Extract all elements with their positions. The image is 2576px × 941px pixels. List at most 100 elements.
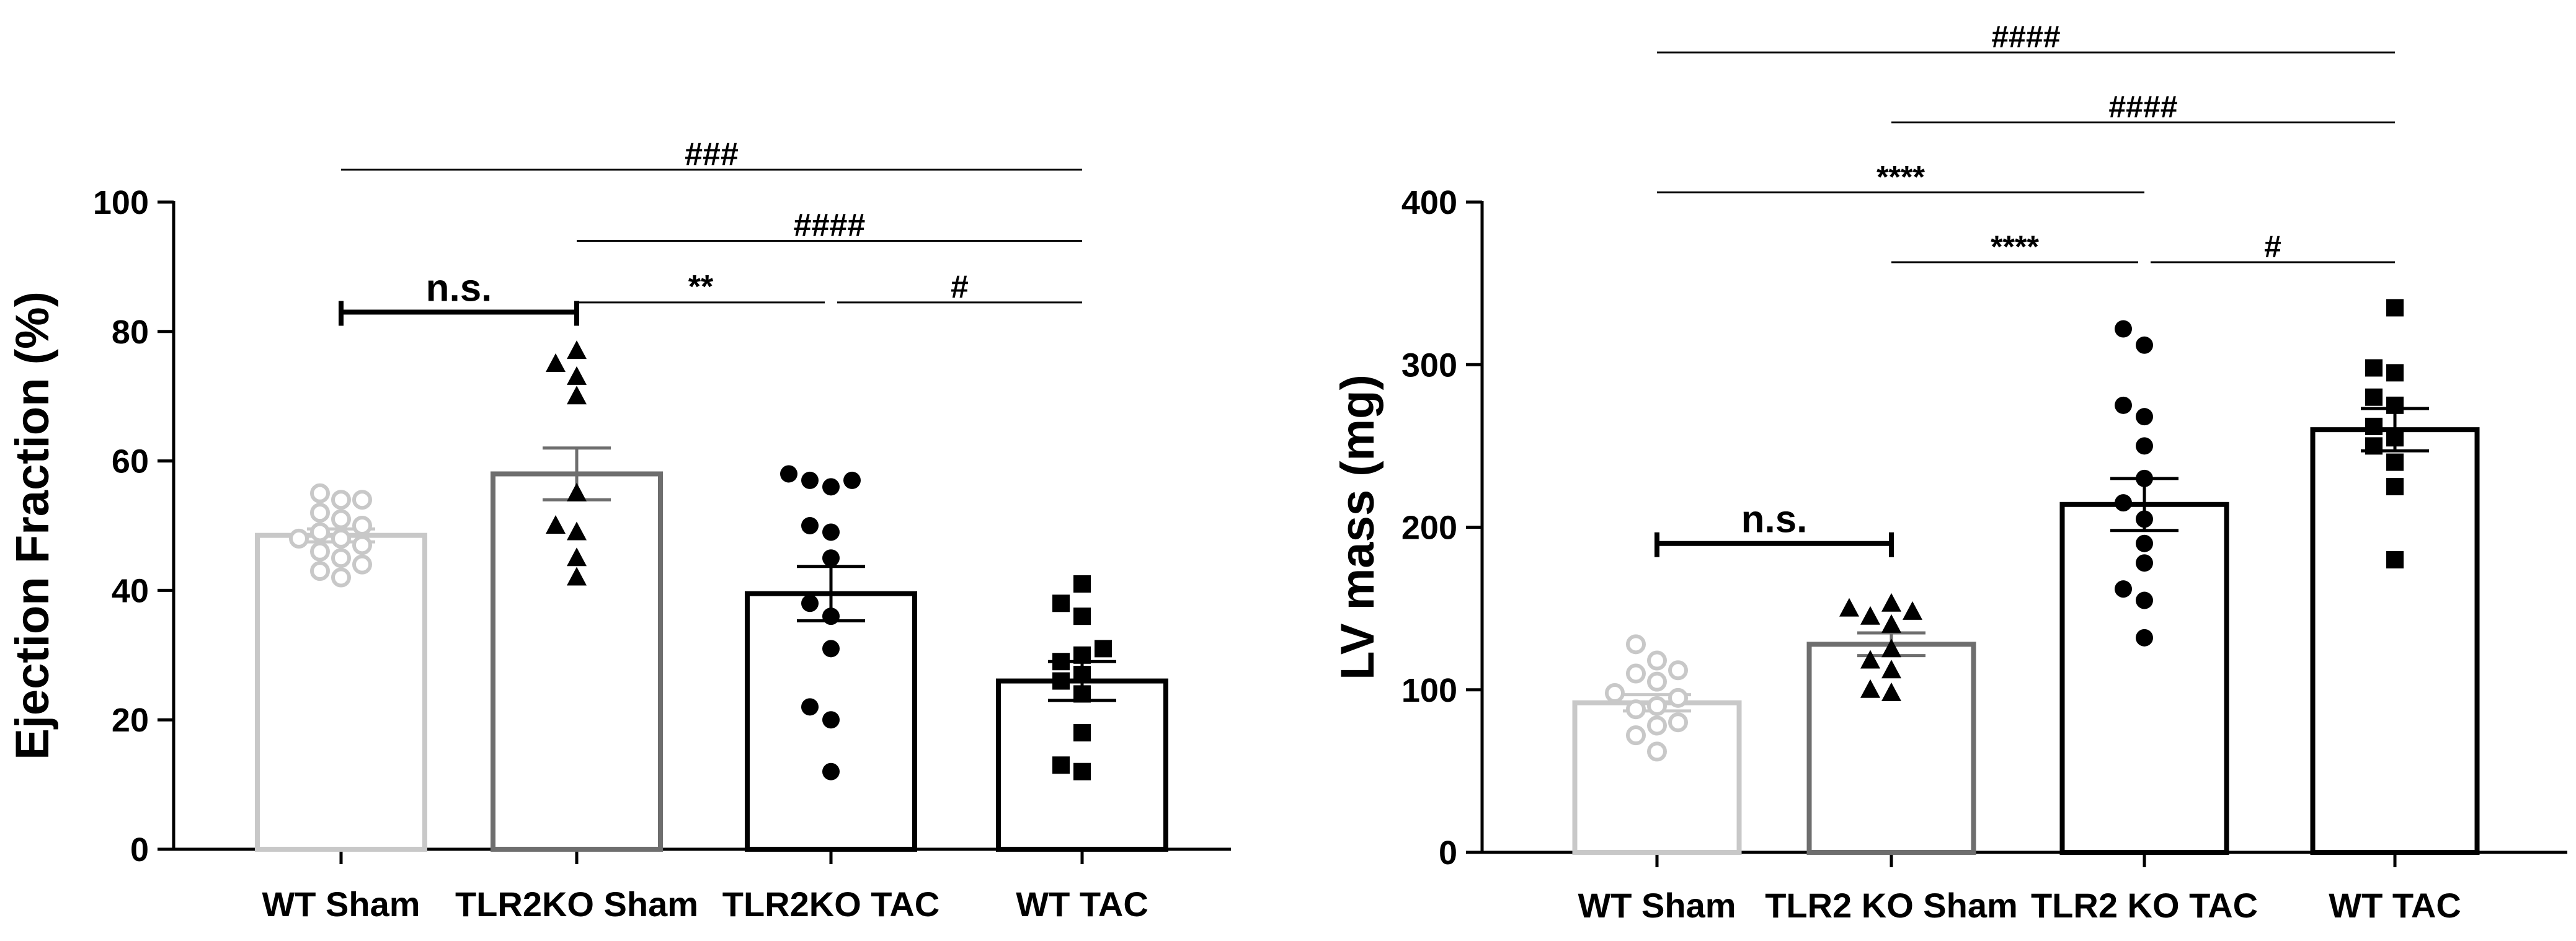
- data-point: [801, 698, 819, 716]
- data-point: [1881, 638, 1901, 658]
- y-tick-label: 400: [1401, 184, 1457, 221]
- data-point: [546, 515, 566, 534]
- data-point: [1881, 660, 1901, 679]
- data-point: [1881, 682, 1901, 701]
- data-point: [1073, 685, 1091, 703]
- y-axis-title: LV mass (mg): [1331, 374, 1384, 680]
- data-point: [1095, 640, 1112, 658]
- category-label: TLR2 KO TAC: [2031, 886, 2258, 925]
- data-point: [567, 366, 587, 385]
- data-point: [1073, 666, 1091, 684]
- data-point: [2386, 364, 2404, 382]
- significance-label: n.s.: [426, 267, 492, 309]
- data-point: [567, 521, 587, 541]
- data-point: [780, 465, 797, 483]
- data-point: [567, 340, 587, 360]
- significance-label: #: [2264, 229, 2281, 264]
- data-point: [2115, 396, 2132, 414]
- data-point: [822, 523, 840, 541]
- data-point: [2365, 437, 2383, 455]
- category-label: TLR2KO TAC: [722, 885, 940, 924]
- data-point: [2115, 320, 2132, 338]
- data-point: [1881, 614, 1901, 633]
- significance-label: ****: [1876, 159, 1925, 194]
- data-point: [822, 762, 840, 780]
- category-label: WT TAC: [2329, 886, 2461, 925]
- data-point: [310, 503, 330, 523]
- data-point: [352, 516, 372, 536]
- data-point: [289, 528, 309, 549]
- bar: [2310, 427, 2480, 855]
- data-point: [1668, 712, 1688, 733]
- data-point: [1626, 663, 1646, 684]
- significance-label: #: [951, 269, 969, 305]
- data-point: [2136, 591, 2153, 609]
- data-point: [2136, 408, 2153, 426]
- data-point: [822, 607, 840, 625]
- data-point: [310, 541, 330, 562]
- data-point: [352, 490, 372, 510]
- data-point: [1668, 687, 1688, 708]
- data-point: [2136, 336, 2153, 354]
- data-point: [1605, 683, 1625, 703]
- data-point: [822, 478, 840, 496]
- y-tick-label: 60: [112, 443, 149, 480]
- data-point: [1647, 650, 1667, 671]
- bar: [491, 471, 663, 852]
- y-axis-title: Ejection Fraction (%): [6, 291, 59, 760]
- data-point: [801, 594, 819, 612]
- data-point: [310, 522, 330, 542]
- y-tick-label: 300: [1401, 347, 1457, 384]
- category-label: WT Sham: [1578, 886, 1736, 925]
- category-label: TLR2 KO Sham: [1765, 886, 2018, 925]
- data-point: [2136, 534, 2153, 552]
- data-point: [2115, 494, 2132, 512]
- data-point: [1903, 601, 1922, 620]
- data-point: [2386, 550, 2404, 568]
- data-point: [1668, 660, 1688, 681]
- significance-label: **: [688, 269, 714, 305]
- data-point: [1052, 653, 1070, 671]
- category-label: WT Sham: [262, 885, 420, 924]
- data-point: [1626, 699, 1646, 720]
- significance-label: ####: [1991, 20, 2060, 55]
- data-point: [843, 471, 861, 489]
- y-tick-label: 80: [112, 314, 149, 351]
- y-tick-label: 20: [112, 702, 149, 739]
- data-point: [822, 549, 840, 567]
- data-point: [2136, 510, 2153, 528]
- category-label: WT TAC: [1016, 885, 1148, 924]
- data-point: [1626, 725, 1646, 746]
- data-point: [2115, 580, 2132, 598]
- significance-label: ###: [685, 136, 739, 172]
- data-point: [2365, 417, 2383, 435]
- data-point: [1647, 671, 1667, 692]
- data-point: [310, 561, 330, 581]
- y-tick-label: 0: [130, 831, 149, 868]
- data-point: [1073, 575, 1091, 593]
- y-tick-label: 100: [93, 184, 149, 221]
- data-point: [546, 353, 566, 372]
- y-tick-label: 100: [1401, 672, 1457, 709]
- data-point: [2136, 437, 2153, 455]
- data-point: [2365, 359, 2383, 377]
- y-tick-label: 40: [112, 572, 149, 609]
- data-point: [1073, 762, 1091, 780]
- data-point: [2386, 396, 2404, 414]
- data-point: [1839, 598, 1859, 617]
- data-point: [352, 554, 372, 575]
- significance-label: ****: [1991, 229, 2039, 264]
- data-point: [822, 640, 840, 658]
- data-point: [2365, 388, 2383, 406]
- data-point: [1073, 724, 1091, 742]
- lv-mass-chart: 0 100 200 300 400 LV mass (mg) WT Sham TLR2 KO …: [1331, 20, 2567, 925]
- data-point: [2386, 299, 2404, 317]
- data-point: [567, 386, 587, 405]
- data-point: [2136, 629, 2153, 647]
- data-point: [352, 535, 372, 555]
- ejection-fraction-chart: 0 20 40 60 80 100 Ejection Fraction (%) WT Sham…: [6, 136, 1231, 924]
- data-point: [567, 547, 587, 567]
- data-point: [2386, 429, 2404, 447]
- category-label: TLR2KO Sham: [455, 885, 698, 924]
